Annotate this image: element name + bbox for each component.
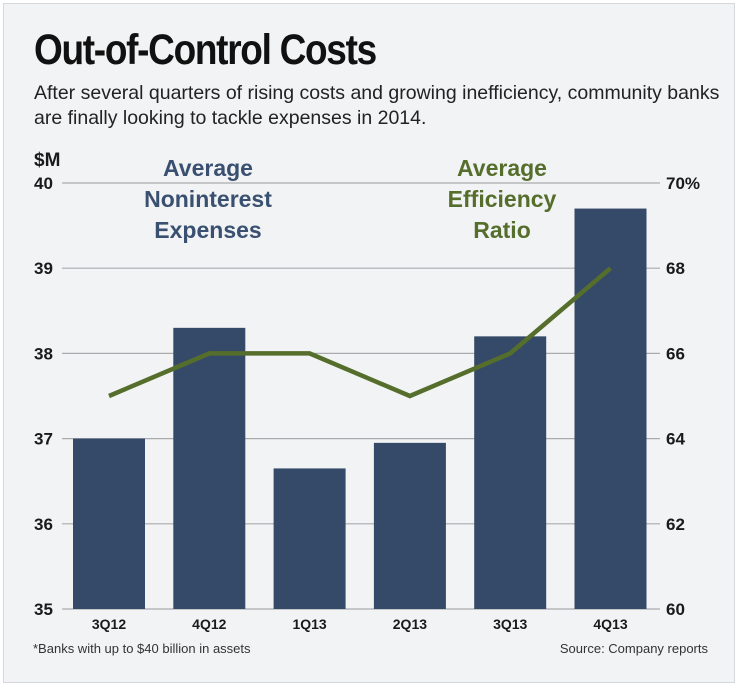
x-tick-label: 4Q12 <box>192 616 226 632</box>
efficiency-ratio-line <box>108 266 612 399</box>
right-tick-label: 68 <box>666 259 685 278</box>
chart-subtitle: After several quarters of rising costs a… <box>34 82 720 129</box>
x-tick-label: 2Q13 <box>393 616 427 632</box>
line-series <box>108 266 612 399</box>
line-series-label-line: Ratio <box>473 217 531 243</box>
right-tick-label: 70% <box>666 174 700 193</box>
bar-series-label-line: Average <box>163 155 253 181</box>
bar <box>474 336 547 609</box>
bar-series-label-line: Expenses <box>154 217 261 243</box>
bar-series <box>73 208 647 609</box>
right-axis: 60 62 64 66 68 70% <box>666 174 700 619</box>
left-tick-label: 37 <box>34 430 53 449</box>
bar-series-label-line: Noninterest <box>144 186 272 212</box>
left-tick-label: 40 <box>34 174 53 193</box>
bar <box>173 327 246 609</box>
bar <box>574 208 647 609</box>
line-series-label-line: Efficiency <box>448 186 557 212</box>
chart-title: Out-of-Control Costs <box>34 26 377 74</box>
bar <box>273 468 346 609</box>
x-tick-label: 1Q13 <box>292 616 326 632</box>
left-axis-unit: $M <box>34 150 60 171</box>
left-tick-label: 38 <box>34 344 53 363</box>
line-series-label-line: Average <box>457 155 547 181</box>
x-tick-label: 3Q13 <box>493 616 527 632</box>
bar <box>73 438 145 609</box>
right-tick-label: 66 <box>666 344 685 363</box>
left-tick-label: 36 <box>34 515 53 534</box>
x-tick-label: 4Q13 <box>593 616 627 632</box>
right-tick-label: 62 <box>666 515 685 534</box>
source-note: Source: Company reports <box>559 641 708 656</box>
left-tick-label: 39 <box>34 259 53 278</box>
bar-series-label: Average Noninterest Expenses <box>144 155 272 243</box>
line-series-label: Average Efficiency Ratio <box>448 155 557 243</box>
right-tick-label: 64 <box>666 430 685 449</box>
x-tick-label: 3Q12 <box>92 616 126 632</box>
gridlines <box>62 182 660 610</box>
footnote: *Banks with up to $40 billion in assets <box>33 641 251 656</box>
right-tick-label: 60 <box>666 600 685 619</box>
x-axis: 3Q12 4Q12 1Q13 2Q13 3Q13 4Q13 <box>92 616 628 632</box>
bar <box>373 442 446 609</box>
left-axis: 35 36 37 38 39 40 <box>34 174 53 619</box>
left-tick-label: 35 <box>34 600 53 619</box>
